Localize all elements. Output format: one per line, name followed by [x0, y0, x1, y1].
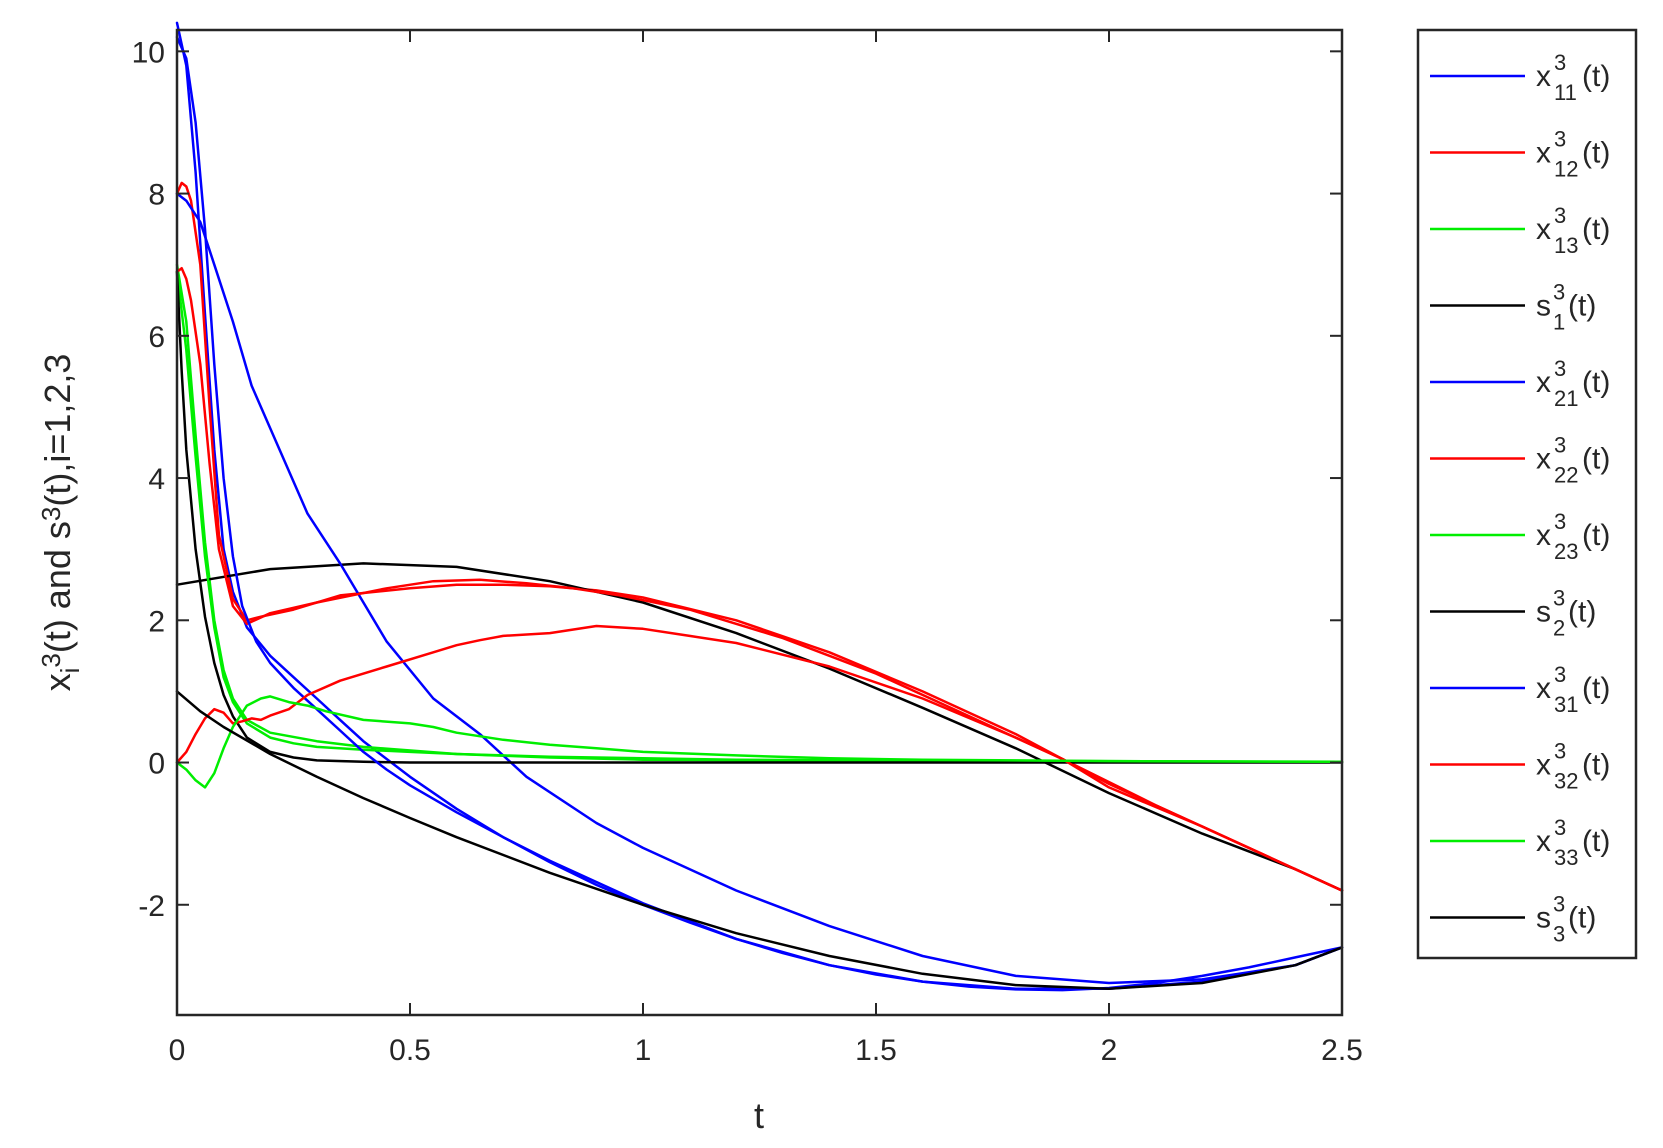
x-tick-label: 1.5 [855, 1034, 897, 1067]
legend-tail: (t) [1582, 366, 1610, 399]
legend-sub: 12 [1554, 157, 1578, 182]
legend-base: x [1536, 749, 1551, 782]
legend-sup: 3 [1553, 892, 1565, 917]
y-tick-label: 4 [148, 463, 165, 496]
series-line-7 [175, 270, 1344, 764]
y-tick-label: 0 [148, 748, 165, 781]
legend-sup: 3 [1554, 662, 1566, 687]
legend-tail: (t) [1582, 825, 1610, 858]
y-tick-label: -2 [138, 890, 165, 923]
legend-box [1416, 28, 1638, 960]
legend-tail: (t) [1582, 519, 1610, 552]
legend-sub: 13 [1554, 233, 1578, 258]
legend-base: s [1536, 902, 1551, 935]
legend-entry: x 3 32 (t) [1536, 739, 1610, 794]
legend-sub: 22 [1554, 463, 1578, 488]
legend-sup: 3 [1554, 50, 1566, 75]
legend-entry: s 3 1 (t) [1536, 280, 1596, 335]
series-line-6 [175, 266, 1344, 892]
legend-base: x [1536, 443, 1551, 476]
legend-tail: (t) [1568, 596, 1596, 629]
axes-box [175, 28, 1344, 1017]
axes-layer: 0 0.5 1 1.5 2 2.5 -2 0 2 4 6 8 10 [132, 28, 1363, 1067]
series-line-9 [175, 35, 1344, 990]
legend-tail: (t) [1582, 749, 1610, 782]
legend-sub: 3 [1553, 922, 1565, 947]
x-tick-label: 0 [169, 1034, 186, 1067]
legend-sup: 3 [1554, 739, 1566, 764]
x-tick-label: 0.5 [389, 1034, 431, 1067]
x-tick-label: 1 [635, 1034, 652, 1067]
svg-text:xi3(t) and s3(t),i=1,2,3: xi3(t) and s3(t),i=1,2,3 [36, 354, 85, 692]
legend-sub: 1 [1553, 310, 1565, 335]
legend-entry: s 3 3 (t) [1536, 892, 1596, 947]
y-label-part: i [55, 668, 85, 674]
y-tick-label: 10 [132, 36, 165, 69]
series-line-2 [175, 181, 1344, 892]
legend-entry: x 3 13 (t) [1536, 203, 1610, 258]
legend-entry: x 3 31 (t) [1536, 662, 1610, 717]
legend-sup: 3 [1554, 356, 1566, 381]
legend-base: x [1536, 519, 1551, 552]
legend-tail: (t) [1582, 443, 1610, 476]
series-line-5 [175, 192, 1344, 985]
legend-sup: 3 [1553, 280, 1565, 305]
legend-tail: (t) [1582, 137, 1610, 170]
x-axis-label: t [754, 1095, 764, 1136]
y-axis-label: xi3(t) and s3(t),i=1,2,3 [36, 354, 85, 692]
legend-tail: (t) [1582, 672, 1610, 705]
legend-tail: (t) [1582, 213, 1610, 246]
series-line-12 [175, 690, 1344, 990]
legend-base: x [1536, 672, 1551, 705]
legend-base: s [1536, 290, 1551, 323]
legend-entry: x 3 22 (t) [1536, 433, 1610, 488]
legend-sup: 3 [1554, 203, 1566, 228]
x-tick-label: 2.5 [1321, 1034, 1363, 1067]
series-layer [175, 21, 1344, 992]
y-label-part: 3 [36, 653, 66, 667]
legend-tail: (t) [1568, 902, 1596, 935]
y-label-part: x [37, 673, 78, 691]
legend-sub: 23 [1554, 539, 1578, 564]
series-line-8 [175, 270, 1344, 764]
legend-sup: 3 [1554, 815, 1566, 840]
legend-entry: x 3 12 (t) [1536, 127, 1610, 182]
legend-entry: x 333 (t) [1536, 815, 1610, 870]
y-tick-label: 6 [148, 321, 165, 354]
legend-sub: 33 [1554, 845, 1578, 870]
plot-area [177, 30, 1342, 1015]
legend: x 311 (t)x 312 (t)x 313 (t)s 31 (t)x 321 (t)x 322 (t… [1416, 28, 1638, 960]
legend-sub: 2 [1553, 616, 1565, 641]
x-tick-label: 2 [1101, 1034, 1118, 1067]
legend-base: s [1536, 596, 1551, 629]
legend-base: x [1536, 60, 1551, 93]
y-tick-label: 8 [148, 179, 165, 212]
legend-base: x [1536, 213, 1551, 246]
y-label-part: (t) and s [37, 521, 78, 653]
legend-sup: 3 [1554, 433, 1566, 458]
legend-entry: s 3 2 (t) [1536, 586, 1596, 641]
series-line-4 [175, 562, 1344, 892]
legend-tail: (t) [1568, 290, 1596, 323]
y-label-part: (t),i=1,2,3 [37, 354, 78, 507]
y-tick-label: 2 [148, 605, 165, 638]
series-line-11 [175, 695, 1344, 789]
legend-sup: 3 [1553, 586, 1565, 611]
legend-base: x [1536, 825, 1551, 858]
legend-sup: 3 [1554, 127, 1566, 152]
series-line-10 [175, 624, 1344, 892]
legend-base: x [1536, 366, 1551, 399]
legend-entry: x 3 21 (t) [1536, 356, 1610, 411]
legend-entry: x 3 11 (t) [1536, 50, 1610, 105]
legend-sub: 31 [1554, 692, 1578, 717]
legend-sub: 32 [1554, 769, 1578, 794]
y-label-part: 3 [36, 507, 66, 521]
legend-tail: (t) [1582, 60, 1610, 93]
legend-sub: 11 [1554, 80, 1577, 105]
legend-sub: 21 [1554, 386, 1578, 411]
legend-entry: x 3 23 (t) [1536, 509, 1610, 564]
legend-base: x [1536, 137, 1551, 170]
legend-sup: 3 [1554, 509, 1566, 534]
